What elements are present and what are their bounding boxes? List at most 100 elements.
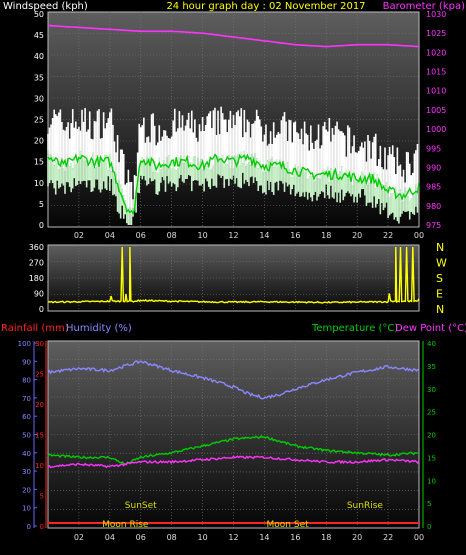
barometer-y-tick: 1005 <box>426 106 446 115</box>
barometer-y-tick: 1030 <box>426 10 446 19</box>
rainfall-legend: Rainfall (mm) <box>1 323 69 334</box>
wind-y-tick: 20 <box>34 137 44 146</box>
direction-y-ticks: 0 90 180 270 360 <box>29 243 44 314</box>
x-tick-label: 00 <box>414 231 424 240</box>
x-tick-label: 18 <box>321 231 331 240</box>
x-tick-label: 18 <box>321 533 331 542</box>
humidity-y-tick: 70 <box>22 395 31 403</box>
rain-y-tick: 30 <box>35 340 44 348</box>
temperature-y-tick: 0 <box>427 523 431 531</box>
x-tick-label: 12 <box>228 231 238 240</box>
x-tick-label: 22 <box>383 231 393 240</box>
barometer-y-tick: 1015 <box>426 68 446 77</box>
x-tick-label: 00 <box>414 533 424 542</box>
temperature-y-tick: 40 <box>427 340 436 348</box>
rain-y-tick: 0 <box>40 523 44 531</box>
direction-y-tick: 90 <box>34 290 44 299</box>
barometer-y-tick: 1000 <box>426 125 446 134</box>
windspeed-line <box>47 153 420 215</box>
barometer-line <box>47 24 420 48</box>
temperature-legend: Temperature (°C) <box>311 323 398 334</box>
x-tick-label: 20 <box>352 231 362 240</box>
direction-series <box>47 246 420 304</box>
x-tick-label: 06 <box>136 231 146 240</box>
humidity-y-tick: 80 <box>22 377 31 385</box>
moonrise-label: Moon Rise <box>102 520 149 530</box>
graph-date-title: 24 hour graph day : 02 November 2017 <box>166 1 365 12</box>
x-tick-label: 14 <box>259 231 269 240</box>
x-tick-label: 12 <box>228 533 238 542</box>
rain-y-tick: 10 <box>35 462 44 470</box>
temperature-y-tick: 25 <box>427 409 436 417</box>
rain-y-tick: 25 <box>35 371 44 379</box>
x-tick-label: 04 <box>105 231 115 240</box>
rain-y-tick: 15 <box>35 432 44 440</box>
wind-y-tick: 25 <box>34 116 44 125</box>
barometer-y-tick: 995 <box>426 144 441 153</box>
temperature-line <box>47 435 420 465</box>
x-tick-label: 04 <box>105 533 115 542</box>
direction-y-tick: 360 <box>29 243 44 252</box>
sunrise-label: SunRise <box>347 501 384 511</box>
x-tick-label: 16 <box>290 533 300 542</box>
x-tick-label: 10 <box>197 533 207 542</box>
temperature-y-tick: 5 <box>427 500 431 508</box>
barometer-y-tick: 980 <box>426 202 441 211</box>
direction-y-tick: 0 <box>39 305 44 314</box>
barometer-y-ticks: 975 980 985 990 995 1000 1005 1010 1015 1020 1025 1… <box>426 10 446 230</box>
compass-label: N <box>436 241 444 254</box>
wind-x-ticks: 02 04 06 08 10 12 14 16 18 20 22 00 <box>74 231 424 240</box>
direction-y-tick: 180 <box>29 274 44 283</box>
x-tick-label: 22 <box>383 533 393 542</box>
x-tick-label: 08 <box>167 533 177 542</box>
wind-y-tick: 10 <box>34 179 44 188</box>
humidity-y-tick: 0 <box>27 523 31 531</box>
x-tick-label: 14 <box>259 533 269 542</box>
barometer-y-tick: 975 <box>426 221 441 230</box>
sunset-label: SunSet <box>125 501 157 511</box>
dewpoint-line <box>47 455 420 469</box>
humidity-y-tick: 20 <box>22 486 31 494</box>
wind-y-ticks: 0 5 10 15 20 25 30 35 40 45 50 <box>34 10 44 230</box>
x-tick-label: 06 <box>136 533 146 542</box>
x-tick-label: 16 <box>290 231 300 240</box>
compass-label: N <box>436 303 444 316</box>
rain-y-tick: 20 <box>35 401 44 409</box>
barometer-y-tick: 985 <box>426 183 441 192</box>
compass-label: W <box>436 257 447 270</box>
barometer-y-tick: 1025 <box>426 29 446 38</box>
dewpoint-legend: Dew Point (°C) <box>395 323 466 334</box>
compass-label: E <box>436 288 443 301</box>
wind-y-tick: 15 <box>34 158 44 167</box>
x-tick-label: 02 <box>74 231 84 240</box>
direction-line <box>47 246 420 304</box>
humidity-line <box>47 360 420 400</box>
humidity-y-tick: 10 <box>22 505 31 513</box>
wind-y-tick: 45 <box>34 31 44 40</box>
humidity-legend: Humidity (%) <box>66 323 132 334</box>
barometer-y-tick: 1020 <box>426 48 446 57</box>
climate-axes: 0 10 20 30 40 50 60 70 80 90 100 0 5 10 15 20 25 30 0 5 10 15… <box>18 340 436 531</box>
x-tick-label: 08 <box>167 231 177 240</box>
x-tick-label: 20 <box>352 533 362 542</box>
humidity-y-tick: 50 <box>22 432 31 440</box>
direction-y-tick: 270 <box>29 259 44 268</box>
rain-y-tick: 5 <box>40 493 44 501</box>
barometer-title: Barometer (kpa) <box>383 1 465 12</box>
x-tick-label: 10 <box>197 231 207 240</box>
windspeed-title: Windspeed (kph) <box>3 1 88 12</box>
x-tick-label: 02 <box>74 533 84 542</box>
wind-y-tick: 35 <box>34 73 44 82</box>
barometer-y-tick: 990 <box>426 163 441 172</box>
wind-y-tick: 0 <box>39 221 44 230</box>
climate-series <box>47 360 420 524</box>
humidity-y-tick: 90 <box>22 358 31 366</box>
windspeed-series <box>47 106 420 225</box>
wind-y-tick: 30 <box>34 94 44 103</box>
temperature-y-tick: 20 <box>427 432 436 440</box>
barometer-y-tick: 1010 <box>426 87 446 96</box>
humidity-y-tick: 60 <box>22 413 31 421</box>
compass-label: S <box>436 272 443 285</box>
